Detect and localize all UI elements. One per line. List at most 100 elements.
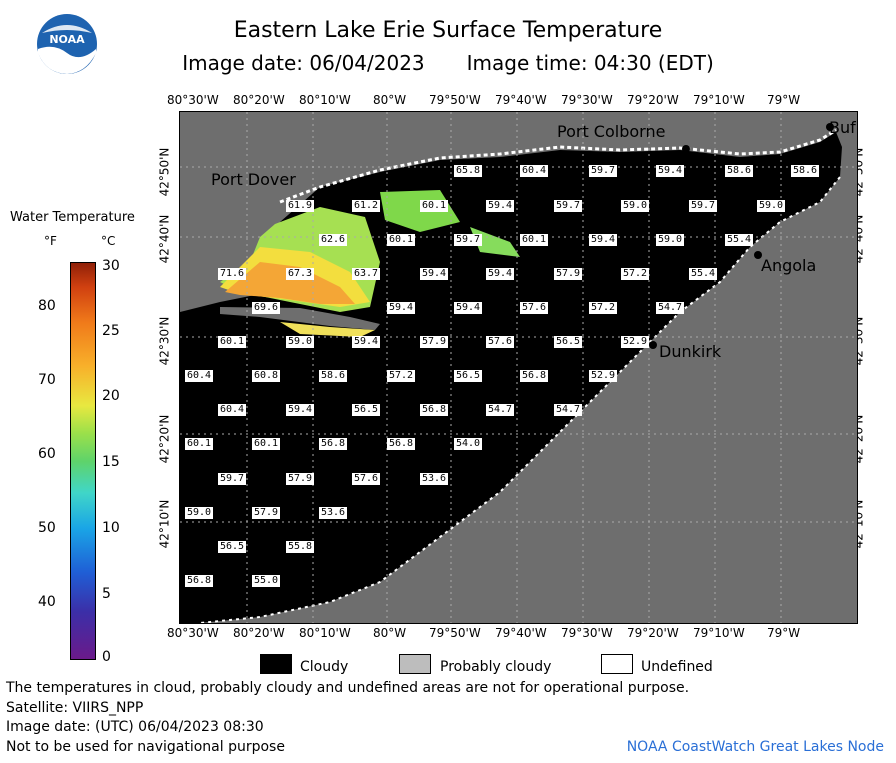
noaa-logo: NOAA: [37, 14, 97, 74]
temp-label: 59.4: [286, 404, 315, 416]
image-date-time: Image date: 06/04/2023 Image time: 04:30 …: [0, 51, 896, 75]
lon-label-bottom: 79°10'W: [693, 626, 745, 640]
temp-label: 59.4: [486, 200, 515, 212]
lon-label-top: 79°10'W: [693, 93, 745, 107]
temp-label: 54.7: [554, 404, 583, 416]
lon-label-top: 79°30'W: [561, 93, 613, 107]
temp-label: 52.9: [621, 336, 650, 348]
lon-label-bottom: 80°10'W: [299, 626, 351, 640]
temp-label: 59.4: [387, 302, 416, 314]
temp-label: 57.6: [352, 473, 381, 485]
satellite-text: Satellite: VIIRS_NPP: [6, 700, 144, 716]
temp-label: 57.6: [520, 302, 549, 314]
temp-label: 54.7: [486, 404, 515, 416]
temp-label: 65.8: [454, 165, 483, 177]
temp-label: 60.1: [218, 336, 247, 348]
temp-label: 56.8: [387, 438, 416, 450]
temp-label: 60.4: [185, 370, 214, 382]
temp-label: 59.0: [185, 507, 214, 519]
temp-label: 60.1: [185, 438, 214, 450]
temp-label: 61.9: [286, 200, 315, 212]
temp-label: 57.6: [486, 336, 515, 348]
probably-cloudy-label: Probably cloudy: [440, 659, 552, 675]
lat-label-left: 42°50'N: [157, 147, 172, 197]
lon-label-bottom: 79°20'W: [627, 626, 679, 640]
temp-label: 60.1: [387, 234, 416, 246]
temp-label: 60.4: [520, 165, 549, 177]
place-erie: Erie: [361, 532, 392, 551]
temp-label: 59.4: [486, 268, 515, 280]
temp-label: 59.7: [589, 165, 618, 177]
lon-label-top: 79°40'W: [495, 93, 547, 107]
temp-label: 59.0: [621, 200, 650, 212]
temp-label: 67.3: [286, 268, 315, 280]
cloudy-swatch: [260, 654, 292, 674]
lon-label-bottom: 80°W: [373, 626, 407, 640]
temp-label: 59.7: [554, 200, 583, 212]
c-tick: 25: [102, 323, 120, 339]
undefined-swatch: [601, 654, 633, 674]
place-port-colborne: Port Colborne: [557, 122, 666, 141]
f-tick: 50: [38, 520, 56, 536]
c-tick: 30: [102, 258, 120, 274]
utc-date-text: Image date: (UTC) 06/04/2023 08:30: [6, 719, 264, 735]
city-dot-dunkirk: [649, 341, 657, 349]
lon-label-bottom: 80°30'W: [167, 626, 219, 640]
temp-label: 57.9: [554, 268, 583, 280]
temp-label: 56.8: [185, 575, 214, 587]
temp-label: 58.6: [319, 370, 348, 382]
temp-label: 60.8: [252, 370, 281, 382]
temp-label: 59.4: [656, 165, 685, 177]
temp-label: 53.6: [420, 473, 449, 485]
temp-label: 55.8: [286, 541, 315, 553]
c-tick: 5: [102, 586, 111, 602]
image-date: Image date: 06/04/2023: [182, 51, 425, 75]
map-canvas: [180, 112, 857, 623]
temp-label: 56.5: [554, 336, 583, 348]
undefined-label: Undefined: [641, 659, 713, 675]
temp-label: 55.4: [725, 234, 754, 246]
lon-label-bottom: 79°40'W: [495, 626, 547, 640]
temp-label: 57.2: [621, 268, 650, 280]
c-tick: 10: [102, 520, 120, 536]
temp-label: 54.0: [454, 438, 483, 450]
c-tick: 0: [102, 649, 111, 665]
lon-label-top: 79°50'W: [429, 93, 481, 107]
lat-label-left: 42°10'N: [157, 499, 172, 549]
temp-label: 56.8: [520, 370, 549, 382]
temp-label: 59.4: [420, 268, 449, 280]
unit-celsius: °C: [101, 234, 116, 248]
temp-label: 56.8: [319, 438, 348, 450]
legend-title: Water Temperature: [10, 210, 135, 225]
temp-label: 59.7: [218, 473, 247, 485]
unit-fahrenheit: °F: [44, 234, 57, 248]
temp-label: 59.0: [656, 234, 685, 246]
temp-label: 57.9: [420, 336, 449, 348]
temp-label: 60.1: [520, 234, 549, 246]
city-dot-buffalo: [826, 123, 834, 131]
temp-label: 60.1: [420, 200, 449, 212]
temp-label: 62.6: [319, 234, 348, 246]
place-angola: Angola: [761, 256, 817, 275]
logo-text: NOAA: [49, 33, 85, 46]
temp-label: 59.0: [757, 200, 786, 212]
temp-label: 61.2: [352, 200, 381, 212]
credit-link[interactable]: NOAA CoastWatch Great Lakes Node: [626, 739, 884, 755]
page-title: Eastern Lake Erie Surface Temperature: [233, 18, 663, 43]
lon-label-bottom: 79°50'W: [429, 626, 481, 640]
temp-label: 57.9: [286, 473, 315, 485]
temp-label: 56.5: [454, 370, 483, 382]
temp-label: 63.7: [352, 268, 381, 280]
lon-label-top: 80°W: [373, 93, 407, 107]
cloudy-label: Cloudy: [300, 659, 349, 675]
lon-label-top: 80°20'W: [233, 93, 285, 107]
temp-label: 58.6: [791, 165, 820, 177]
temp-label: 53.6: [319, 507, 348, 519]
place-dunkirk: Dunkirk: [659, 342, 722, 361]
lon-label-top: 79°20'W: [627, 93, 679, 107]
temperature-colorbar: [70, 262, 96, 660]
place-buffalo: Buf: [829, 118, 856, 137]
temp-label: 59.0: [286, 336, 315, 348]
lon-label-top: 80°10'W: [299, 93, 351, 107]
lon-label-top: 80°30'W: [167, 93, 219, 107]
